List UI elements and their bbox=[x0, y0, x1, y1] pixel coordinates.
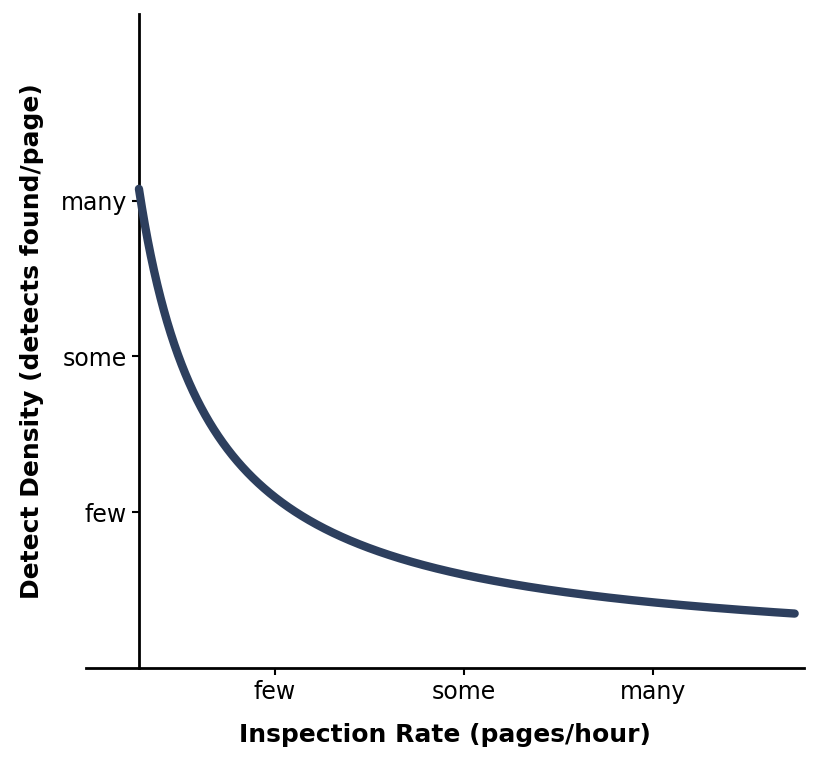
Y-axis label: Detect Density (detects found/page): Detect Density (detects found/page) bbox=[20, 83, 44, 599]
X-axis label: Inspection Rate (pages/hour): Inspection Rate (pages/hour) bbox=[239, 723, 651, 747]
